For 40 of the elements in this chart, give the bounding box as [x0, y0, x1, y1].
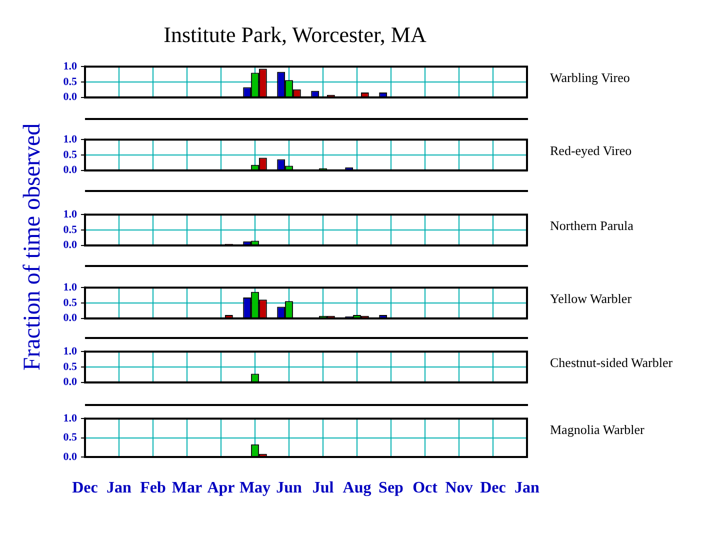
- y-tick-label: 0.5: [63, 224, 78, 236]
- text: Chestnut-sided Warbler: [550, 355, 673, 371]
- text: Northern Parula: [550, 218, 634, 234]
- y-tick-label: 0.0: [63, 450, 78, 463]
- x-tick-label: Jul: [312, 480, 334, 497]
- x-tick-label: Oct: [412, 480, 438, 497]
- y-tick-label: 0.0: [63, 91, 78, 104]
- x-tick-label: Feb: [140, 480, 166, 497]
- y-tick-label: 0.0: [63, 164, 78, 176]
- y-tick-label: 0.0: [63, 376, 78, 388]
- x-tick-label: Mar: [172, 480, 202, 497]
- text: Yellow Warbler: [550, 291, 632, 307]
- y-tick-label: 0.0: [63, 312, 78, 324]
- y-tick-label: 1.0: [63, 281, 78, 294]
- x-tick-label: Sep: [378, 480, 404, 497]
- x-tick-label: Jun: [276, 480, 302, 497]
- y-tick-label: 1.0: [63, 345, 78, 358]
- x-tick-label: Aug: [342, 480, 372, 497]
- y-tick-label: 1.0: [63, 133, 78, 146]
- text: Warbling Vireo: [550, 70, 630, 86]
- x-tick-label: Apr: [207, 480, 235, 497]
- text: Red-eyed Vireo: [550, 143, 632, 159]
- y-tick-label: 0.0: [63, 239, 78, 252]
- chart-title: Institute Park, Worcester, MA: [162, 22, 428, 48]
- y-tick-label: 0.5: [63, 76, 78, 88]
- x-tick-label: Jan: [514, 480, 540, 497]
- text: Magnolia Warbler: [550, 422, 644, 438]
- x-tick-label: Dec: [480, 480, 506, 497]
- x-tick-label: Nov: [445, 480, 473, 497]
- x-tick-label: Jan: [106, 480, 132, 497]
- y-tick-label: 0.5: [63, 360, 78, 373]
- x-tick-label: May: [239, 480, 271, 497]
- y-tick-label: 1.0: [63, 60, 78, 72]
- x-tick-label: Dec: [72, 480, 98, 497]
- y-tick-label: 0.5: [63, 148, 78, 161]
- y-tick-label: 0.5: [63, 432, 78, 444]
- y-axis-title: Fraction of time observed: [20, 123, 46, 371]
- y-tick-label: 1.0: [63, 208, 78, 220]
- y-tick-label: 1.0: [63, 412, 78, 424]
- y-tick-label: 0.5: [63, 296, 78, 309]
